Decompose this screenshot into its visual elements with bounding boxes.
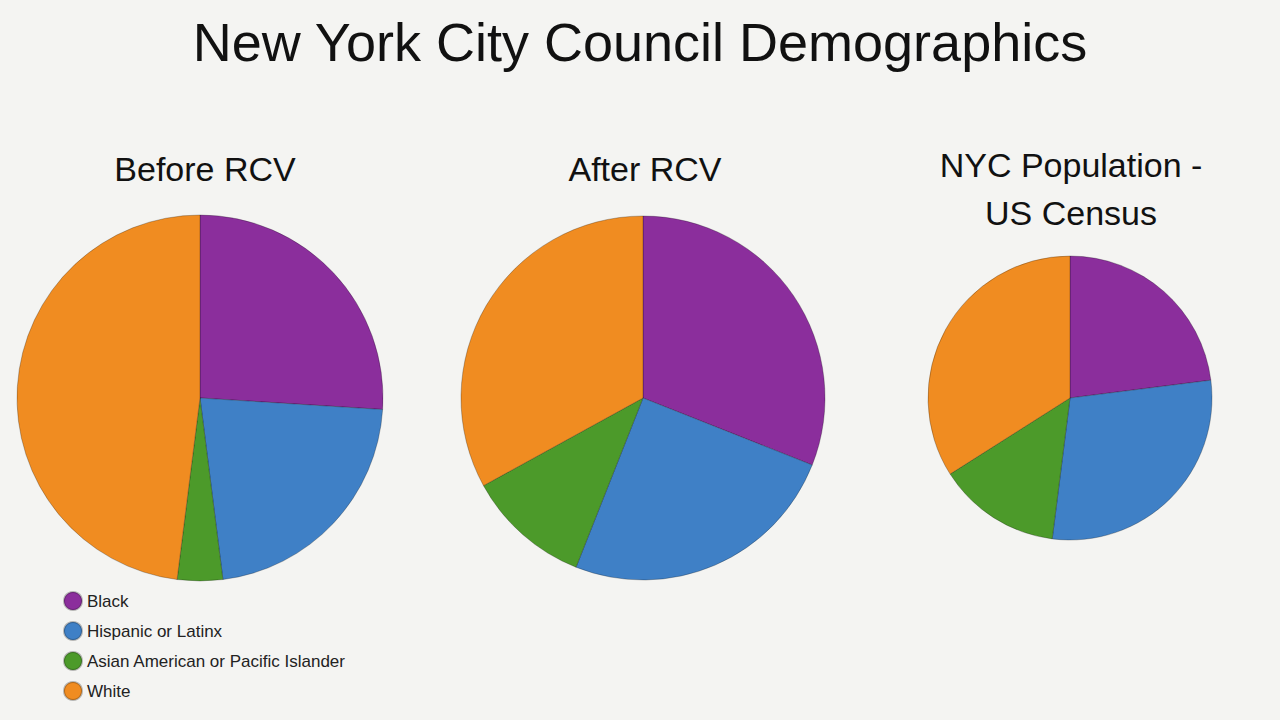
svg-text:White: White <box>87 682 130 701</box>
svg-text:NYC Population -: NYC Population - <box>940 146 1203 184</box>
svg-text:Asian American or Pacific Isla: Asian American or Pacific Islander <box>87 652 345 671</box>
svg-text:Hispanic or Latinx: Hispanic or Latinx <box>87 622 223 641</box>
svg-text:US Census: US Census <box>985 194 1157 232</box>
svg-text:Black: Black <box>87 592 129 611</box>
svg-text:Before RCV: Before RCV <box>114 150 296 188</box>
svg-text:New York City Council Demograp: New York City Council Demographics <box>193 12 1087 72</box>
svg-text:After RCV: After RCV <box>568 150 721 188</box>
